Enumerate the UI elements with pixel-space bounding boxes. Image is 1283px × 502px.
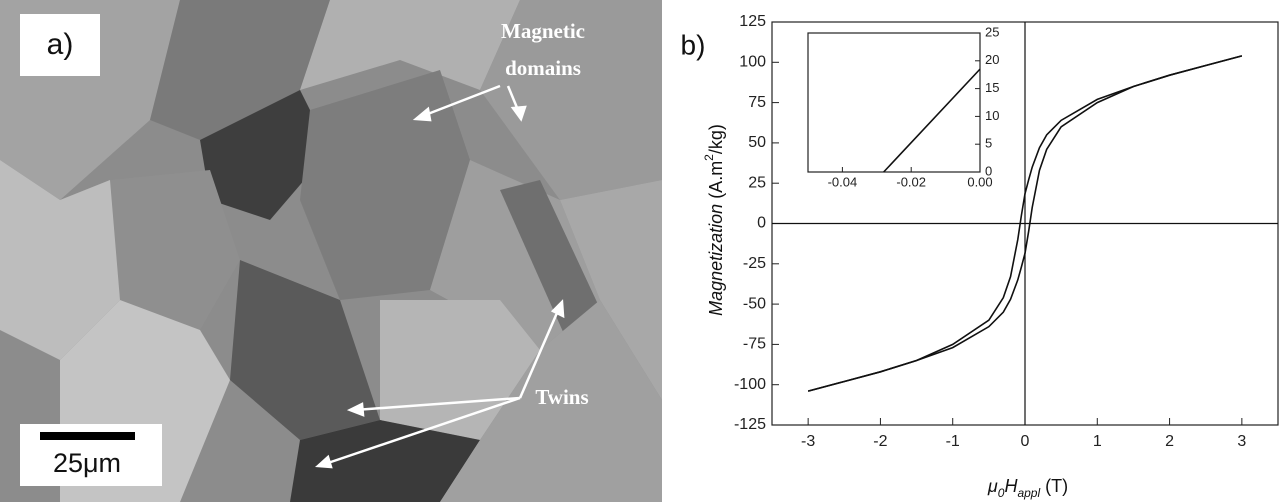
y-axis-label: Magnetization (A.m2/kg) [702,124,726,316]
y-tick-label: -125 [734,416,766,433]
y-tick-label: 100 [739,54,766,71]
x-tick-label: -3 [801,433,815,450]
x-tick-label: 0.00 [967,174,992,189]
y-tick-label: 0 [757,215,766,232]
x-tick-label: -1 [946,433,960,450]
plot-frame [808,33,980,172]
annotation: Magnetic [501,19,585,43]
x-label-part: μ [987,476,998,496]
x-tick-label: 3 [1237,433,1246,450]
x-label-part: appl [1017,486,1040,500]
x-axis-label: μ0Happl (T) [987,476,1068,500]
micrograph: a) Magnetic domains Twins 25μm [0,0,662,502]
panel-label: b) [681,29,706,60]
y-tick-label: 125 [739,13,766,30]
figure: a) Magnetic domains Twins 25μm b) Magnet… [0,0,1283,502]
annotation: domains [505,56,581,80]
y-tick-label: -75 [743,336,766,353]
y-label-part: Magnetization [706,204,726,316]
x-label-part: H [1004,476,1018,496]
y-tick-label: 20 [985,52,999,67]
y-tick-label: -100 [734,376,766,393]
y-tick-label: 50 [748,134,766,151]
y-label-part: /kg) [706,124,726,154]
y-tick-label: 15 [985,80,999,95]
x-tick-label: 0 [1021,433,1030,450]
y-tick-label: 75 [748,94,766,111]
x-tick-label: -0.02 [896,174,926,189]
x-tick-label: 2 [1165,433,1174,450]
panel-label: a) [47,28,74,61]
x-label-part: (T) [1040,476,1068,496]
x-tick-label: -0.04 [828,174,858,189]
y-label-part: (A.m [706,161,726,204]
annotation: Twins [535,385,588,409]
y-tick-label: 5 [985,136,992,151]
scale-bar-label: 25μm [53,448,121,478]
x-tick-label: -2 [873,433,887,450]
y-tick-label: -25 [743,255,766,272]
y-tick-label: 25 [748,174,766,191]
y-tick-label: 10 [985,108,999,123]
y-tick-label: 25 [985,24,999,39]
y-tick-label: -50 [743,295,766,312]
x-tick-label: 1 [1093,433,1102,450]
